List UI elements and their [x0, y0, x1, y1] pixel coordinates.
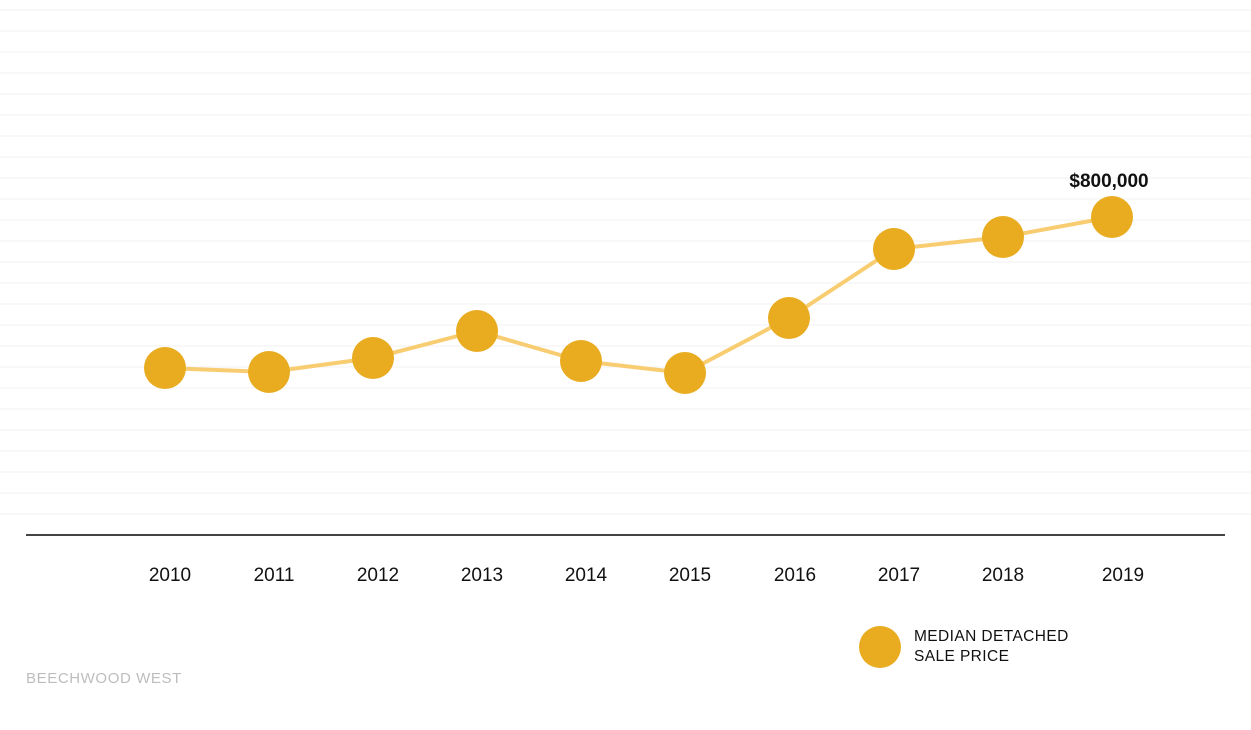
data-point-2013: [456, 310, 498, 352]
brand-watermark: BEECHWOOD WEST: [26, 670, 182, 687]
x-tick-label: 2014: [565, 565, 608, 586]
data-label-2019: $800,000: [1069, 171, 1148, 192]
x-tick-label: 2012: [357, 565, 399, 586]
legend-label-line2: SALE PRICE: [914, 648, 1010, 665]
grid-lines: [0, 9, 1251, 515]
series-line: [164, 215, 1113, 375]
data-point-2017: [873, 228, 915, 270]
x-axis-ticks: 2010 2011 2012 2013 2014 2015 2016 2017 2018 2019: [149, 565, 1144, 586]
data-point-2014: [560, 340, 602, 382]
data-point-2018: [982, 216, 1024, 258]
legend: MEDIAN DETACHED SALE PRICE: [859, 626, 1069, 668]
data-point-2015: [664, 352, 706, 394]
x-tick-label: 2011: [254, 565, 295, 586]
x-tick-label: 2016: [774, 565, 816, 586]
data-point-2016: [768, 297, 810, 339]
legend-marker: [859, 626, 901, 668]
x-tick-label: 2019: [1102, 565, 1144, 586]
data-labels: $800,000: [1069, 171, 1148, 192]
x-tick-label: 2013: [461, 565, 503, 586]
x-tick-label: 2017: [878, 565, 920, 586]
legend-label: MEDIAN DETACHED SALE PRICE: [914, 627, 1069, 667]
data-point-2019: [1091, 196, 1133, 238]
data-point-2011: [248, 351, 290, 393]
x-tick-label: 2015: [669, 565, 711, 586]
legend-label-line1: MEDIAN DETACHED: [914, 628, 1069, 645]
x-tick-label: 2010: [149, 565, 191, 586]
data-point-2012: [352, 337, 394, 379]
data-point-2010: [144, 347, 186, 389]
x-tick-label: 2018: [982, 565, 1024, 586]
series-median-detached-sale-price: [144, 196, 1133, 394]
